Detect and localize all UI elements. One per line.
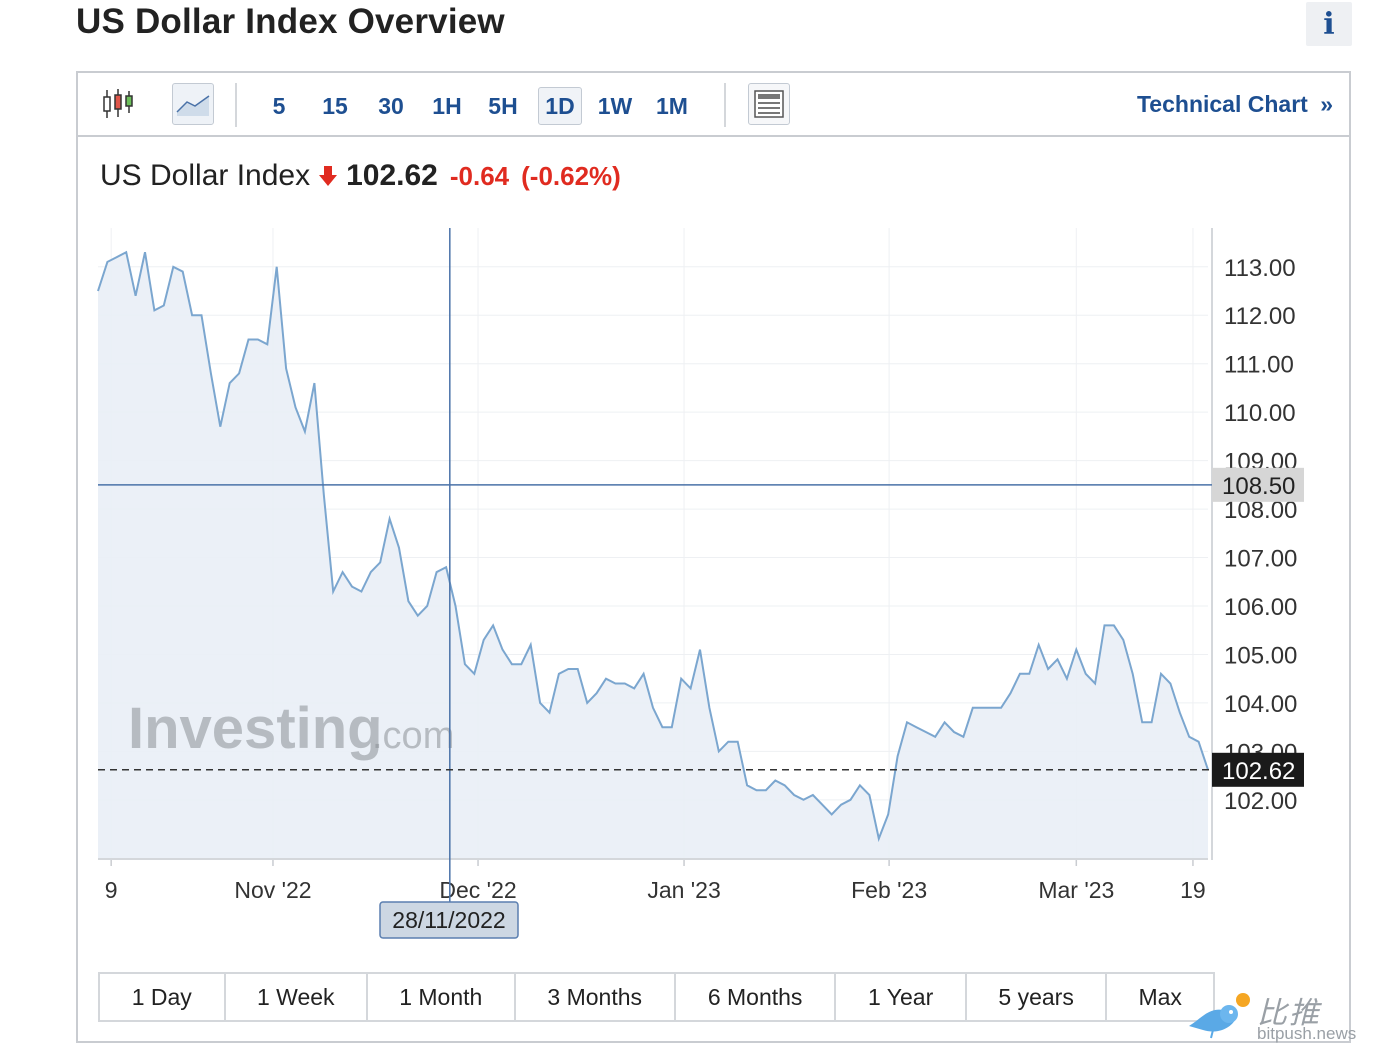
current-price-label: 102.62 (1212, 752, 1304, 787)
watermark-brand: Investing (128, 696, 383, 761)
range-max[interactable]: Max (1138, 983, 1182, 1010)
y-tick-label: 104.00 (1224, 691, 1297, 718)
toolbar-divider (235, 83, 237, 127)
page-title: US Dollar Index Overview (76, 2, 505, 41)
down-arrow-icon (319, 166, 338, 186)
timeframe-1m[interactable]: 1M (656, 92, 688, 119)
y-tick-label: 105.00 (1224, 642, 1297, 669)
last-price: 102.62 (346, 159, 438, 192)
x-tick-label: Dec '22 (439, 877, 516, 903)
price-line (97, 250, 1209, 843)
timeframe-5[interactable]: 5 (272, 92, 286, 119)
x-axis-labels: 9 Nov '22 Dec '22 Jan '23 Feb '23 Mar '23 19 (105, 877, 1206, 903)
x-tick-label: Feb '23 (851, 877, 927, 903)
y-tick-label: 102.00 (1224, 788, 1297, 815)
range-1-year[interactable]: 1 Year (836, 974, 967, 1020)
area-chart-button[interactable] (172, 83, 214, 125)
x-tick-label: Jan '23 (647, 877, 720, 903)
watermark-text: 比推 (1257, 997, 1321, 1030)
crosshair-price-text: 108.50 (1222, 473, 1295, 500)
double-chevron-right-icon: » (1320, 91, 1333, 117)
y-tick-label: 111.00 (1224, 352, 1294, 379)
quote-header: US Dollar Index 102.62 -0.64 (-0.62%) (100, 159, 621, 193)
area-chart-icon (176, 95, 210, 116)
candlestick-chart-button[interactable] (98, 83, 138, 125)
y-tick-label: 106.00 (1224, 594, 1297, 621)
data-table-button[interactable] (748, 83, 790, 125)
range-1-week[interactable]: 1 Week (226, 974, 369, 1020)
watermark-url: bitpush.news (1257, 1024, 1357, 1043)
range-1-month[interactable]: 1 Month (368, 974, 516, 1020)
range-6-months[interactable]: 6 Months (676, 974, 837, 1020)
current-price-text: 102.62 (1222, 758, 1295, 785)
chart-toolbar: 5 15 30 1H 5H 1D 1W 1M Technical Chart » (78, 73, 1349, 137)
range-1-day[interactable]: 1 Day (100, 974, 226, 1020)
y-tick-label: 110.00 (1224, 400, 1296, 427)
x-tick-label: Mar '23 (1038, 877, 1114, 903)
timeframe-15[interactable]: 15 (322, 92, 348, 119)
watermark-suffix: .com (372, 715, 454, 757)
y-axis-labels: 113.00112.00111.00110.00109.00108.00107.… (1224, 255, 1297, 815)
timeframe-1d[interactable]: 1D (538, 87, 582, 125)
timeframe-30[interactable]: 30 (378, 92, 404, 119)
toolbar-divider (724, 83, 726, 127)
timeframe-5h[interactable]: 5H (488, 92, 518, 119)
y-tick-label: 112.00 (1224, 303, 1296, 330)
price-change: -0.64 (449, 161, 510, 191)
range-5-years[interactable]: 5 years (967, 974, 1108, 1020)
time-range-bar: 1 Day 1 Week 1 Month 3 Months 6 Months 1… (98, 972, 1215, 1022)
crosshair-date-text: 28/11/2022 (392, 907, 505, 933)
info-button[interactable]: i (1306, 2, 1352, 46)
price-chart[interactable]: Investing .com 113.00 112.00 111.00 110.00 1… (0, 0, 1384, 960)
timeframe-1h[interactable]: 1H (432, 92, 462, 119)
range-3-months[interactable]: 3 Months (516, 974, 676, 1020)
price-area (98, 252, 1208, 858)
timeframe-1w[interactable]: 1W (597, 92, 633, 119)
candlestick-icon (103, 89, 133, 118)
bitpush-watermark: 比推 bitpush.news (1185, 988, 1365, 1048)
crosshair-price-label: 108.50 (1212, 467, 1304, 502)
y-tick-label: 113.00 (1224, 255, 1296, 282)
x-tick-label: Nov '22 (234, 877, 311, 903)
table-icon (754, 90, 784, 118)
y-tick-label: 107.00 (1224, 546, 1297, 573)
technical-chart-label: Technical Chart (1136, 91, 1308, 117)
bird-logo-icon (1189, 993, 1250, 1039)
investing-watermark: Investing .com (128, 696, 454, 761)
crosshair-date-label: 28/11/2022 (379, 901, 519, 939)
x-tick-label: 19 (1180, 877, 1206, 903)
instrument-name: US Dollar Index (100, 159, 311, 192)
technical-chart-link[interactable]: Technical Chart » (1137, 91, 1333, 118)
x-tick-label: 9 (105, 877, 118, 903)
price-change-percent: (-0.62%) (521, 161, 621, 191)
